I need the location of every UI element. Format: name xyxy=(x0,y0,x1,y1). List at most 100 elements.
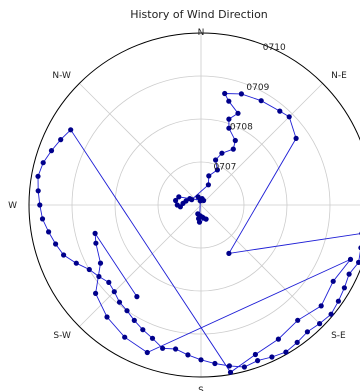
data-point xyxy=(238,91,244,97)
data-point xyxy=(104,314,110,320)
data-point xyxy=(258,98,264,104)
data-point xyxy=(122,334,128,340)
data-point xyxy=(183,198,189,204)
data-point xyxy=(255,358,261,364)
direction-label: N-E xyxy=(331,71,347,81)
data-point xyxy=(317,321,323,327)
data-point xyxy=(286,114,292,120)
data-point xyxy=(203,216,209,222)
data-point xyxy=(346,271,352,277)
data-point xyxy=(116,299,123,305)
data-point xyxy=(124,308,130,314)
data-point xyxy=(226,125,232,131)
chart-title: History of Wind Direction xyxy=(130,8,268,21)
ring-gridline xyxy=(114,118,288,292)
data-point xyxy=(206,173,212,179)
direction-label: S xyxy=(198,386,204,391)
data-point xyxy=(189,197,195,203)
data-point xyxy=(222,90,228,97)
data-point xyxy=(269,354,275,360)
data-point xyxy=(96,273,102,280)
data-point xyxy=(68,127,74,133)
data-point xyxy=(185,352,191,358)
data-point xyxy=(277,108,283,114)
data-point xyxy=(226,250,232,256)
data-point xyxy=(205,182,211,188)
data-point xyxy=(198,357,204,363)
data-point xyxy=(335,298,341,304)
data-point xyxy=(318,303,324,309)
data-point xyxy=(93,240,99,246)
data-point xyxy=(328,311,334,317)
data-point xyxy=(196,219,203,225)
data-point xyxy=(37,202,43,208)
data-point xyxy=(330,278,336,284)
data-point xyxy=(93,290,99,296)
data-point xyxy=(356,259,360,265)
data-point xyxy=(48,148,55,154)
data-point xyxy=(226,363,232,369)
data-point xyxy=(160,345,166,351)
data-point xyxy=(230,146,236,152)
data-point xyxy=(39,216,46,222)
data-point xyxy=(226,98,232,104)
data-point xyxy=(201,197,207,204)
data-point xyxy=(173,197,179,204)
data-point xyxy=(144,349,150,356)
ring-gridline xyxy=(71,75,331,335)
data-point xyxy=(92,230,98,236)
data-point xyxy=(35,173,41,179)
outer-ring xyxy=(28,32,360,378)
data-point xyxy=(46,229,52,235)
data-point xyxy=(134,294,140,300)
direction-label: N xyxy=(198,28,205,38)
direction-label: S-W xyxy=(53,331,71,341)
direction-label: S-E xyxy=(331,331,346,341)
data-point xyxy=(149,335,156,341)
data-point xyxy=(195,194,201,200)
data-point xyxy=(58,137,64,143)
data-point xyxy=(295,317,301,323)
data-point xyxy=(35,188,41,194)
data-point xyxy=(97,260,104,266)
polar-grid xyxy=(28,32,360,378)
data-point xyxy=(176,194,182,200)
radial-tick-label: 0707 xyxy=(214,162,237,172)
data-point xyxy=(283,349,289,355)
data-point xyxy=(227,369,234,375)
direction-label: W xyxy=(8,201,17,211)
data-point xyxy=(226,116,232,122)
data-point xyxy=(212,360,218,367)
data-point xyxy=(61,252,67,258)
direction-label: N-W xyxy=(52,71,71,81)
data-point xyxy=(235,110,241,116)
data-point xyxy=(252,351,258,358)
radial-tick-label: 0709 xyxy=(246,83,269,93)
series-line xyxy=(37,93,360,373)
data-point xyxy=(131,317,137,323)
data-point xyxy=(294,339,300,345)
radial-tick-label: 0708 xyxy=(230,123,253,133)
data-point xyxy=(341,285,347,291)
data-point xyxy=(53,241,59,247)
data-point xyxy=(232,137,238,144)
data-point xyxy=(214,167,220,173)
data-point xyxy=(275,336,281,342)
data-series xyxy=(35,90,360,375)
data-point xyxy=(173,346,179,352)
data-point xyxy=(304,329,310,335)
data-point xyxy=(40,160,46,166)
ring-gridline xyxy=(157,161,245,249)
data-point xyxy=(73,260,79,266)
data-point xyxy=(106,279,112,285)
data-point xyxy=(241,364,247,370)
data-point xyxy=(219,150,225,156)
radial-tick-label: 0710 xyxy=(263,43,286,53)
data-point xyxy=(111,289,117,295)
data-point xyxy=(213,157,219,163)
data-point xyxy=(86,266,92,273)
data-point xyxy=(293,135,299,141)
data-point xyxy=(195,211,201,217)
